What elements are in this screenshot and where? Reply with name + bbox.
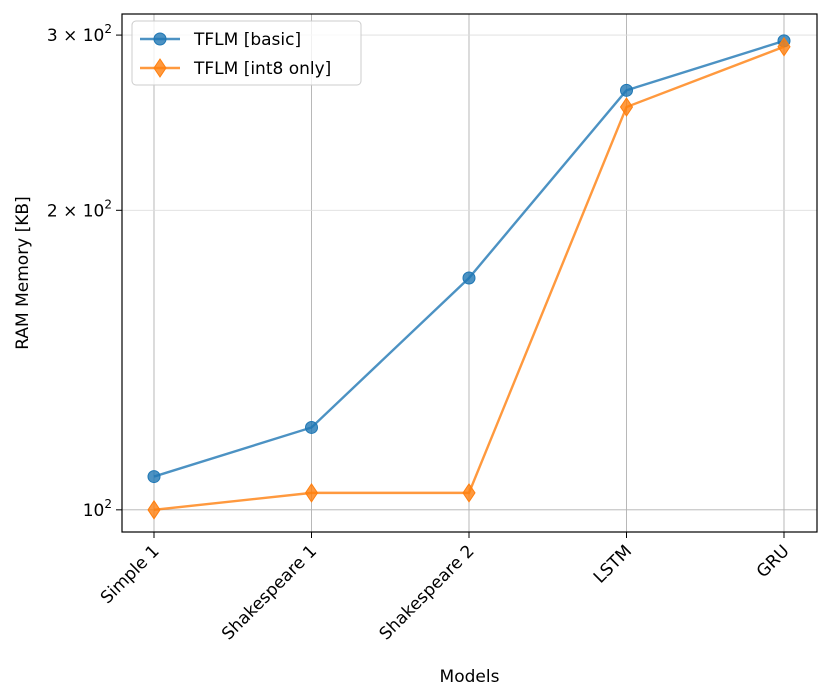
y-tick-exp: 2 — [104, 22, 112, 36]
y-tick-label: 2 × 102 — [47, 197, 112, 221]
series-0 — [147, 34, 791, 484]
data-point — [147, 470, 161, 484]
y-tick-exp: 2 — [104, 197, 112, 211]
y-tick-base: 10 — [83, 501, 105, 521]
x-tick-label: GRU — [753, 541, 794, 582]
x-tick-label: Simple 1 — [97, 541, 164, 608]
data-point — [777, 36, 791, 57]
y-axis-label: RAM Memory [KB] — [13, 196, 33, 349]
y-tick-base: 10 — [83, 26, 105, 46]
data-point — [619, 97, 634, 117]
legend-marker — [153, 58, 167, 78]
data-point — [620, 83, 633, 97]
legend-label: TFLM [int8 only] — [193, 59, 331, 79]
y-tick-label: 102 — [83, 497, 112, 521]
data-point — [304, 482, 319, 503]
ticks-layer: Simple 1 Shakespeare 1 Shakespeare 2 LSTM GR… — [47, 22, 794, 644]
x-tick-label: Shakespeare 1 — [218, 541, 321, 644]
legend-item-1: TFLM [int8 only] — [140, 58, 331, 79]
x-tick-label: LSTM — [590, 541, 636, 587]
y-tick-mult: 2 × — [47, 201, 83, 221]
y-tick-label: 3 × 102 — [47, 22, 112, 46]
y-tick-mult: 3 × — [47, 26, 83, 46]
y-tick-exp: 2 — [104, 497, 112, 511]
x-axis-label: Models — [440, 667, 500, 687]
y-tick-base: 10 — [83, 201, 105, 221]
x-tick-label: Shakespeare 2 — [376, 541, 479, 644]
series-layer — [147, 34, 791, 520]
data-point — [147, 499, 161, 520]
legend: TFLM [basic] TFLM [int8 only] — [131, 20, 362, 86]
legend-marker — [153, 32, 167, 46]
data-point — [462, 271, 476, 285]
legend-item-0: TFLM [basic] — [140, 30, 301, 50]
legend-label: TFLM [basic] — [193, 30, 301, 50]
data-point — [462, 482, 476, 503]
legend-box — [131, 20, 362, 86]
data-point — [305, 420, 318, 434]
series-1 — [147, 36, 791, 520]
